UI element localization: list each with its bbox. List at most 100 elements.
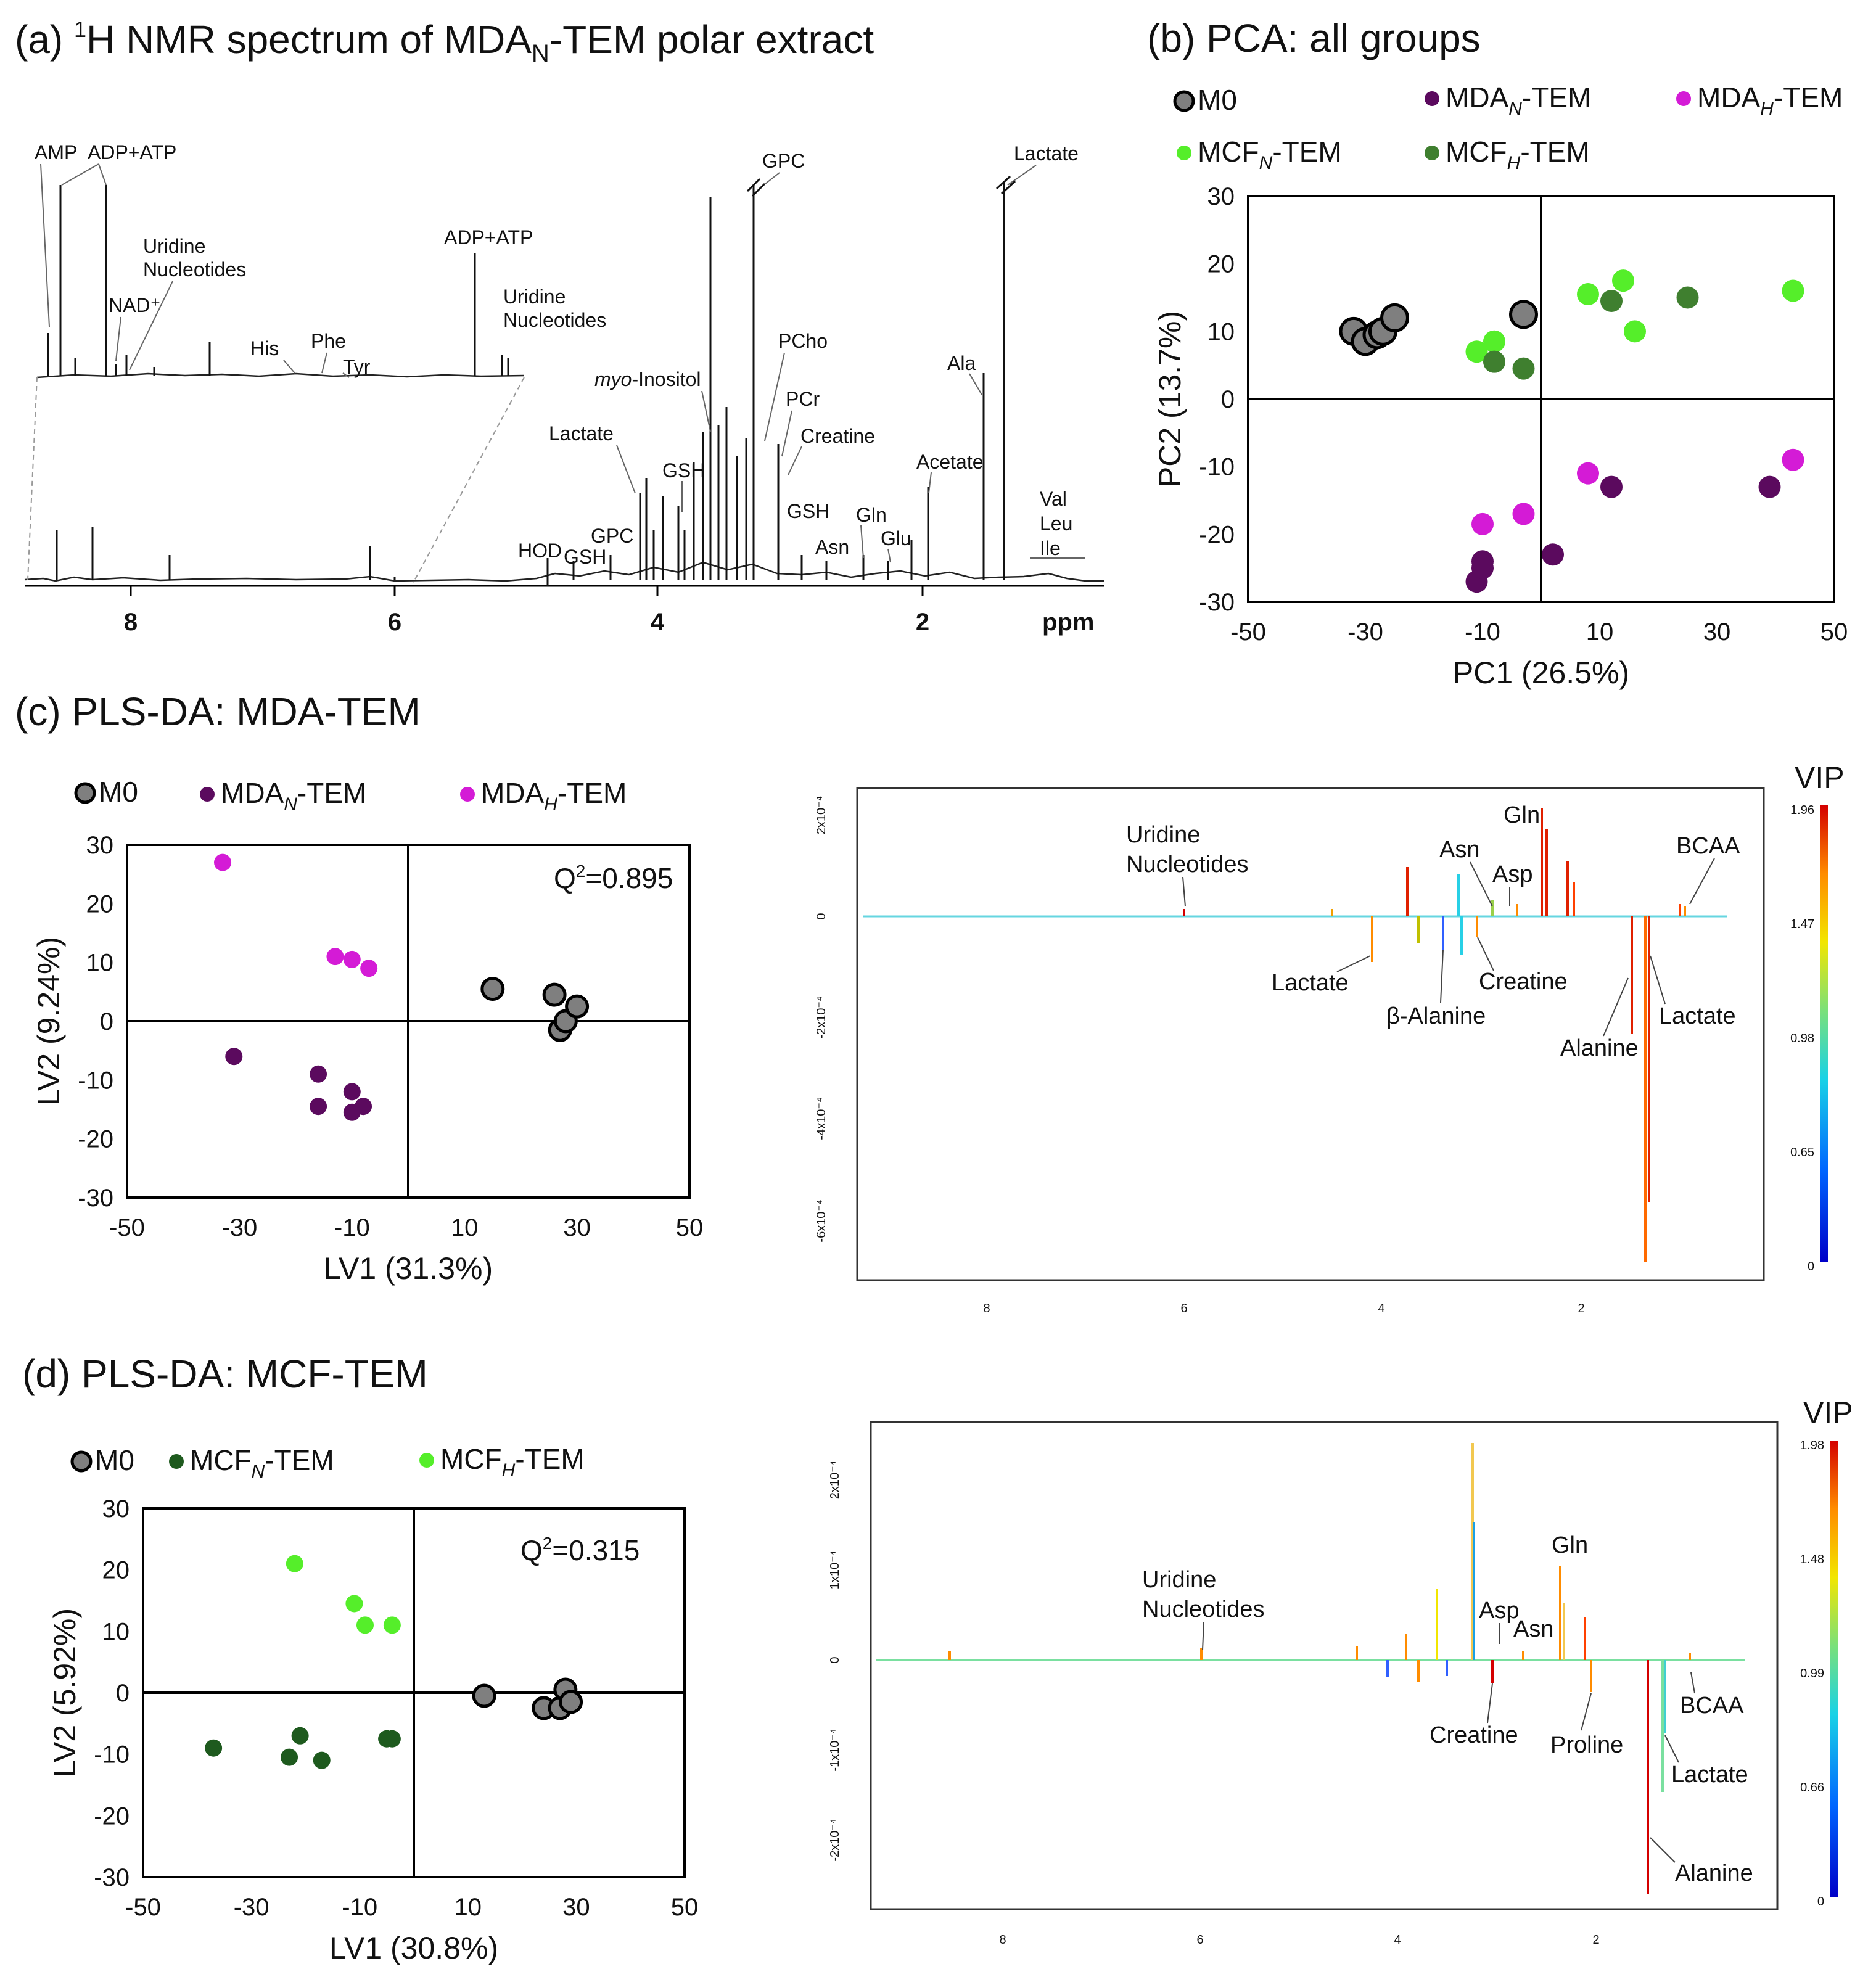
plsda_mcf-point-mcf-h-tem (345, 1595, 363, 1613)
panel-d-title: (d) PLS-DA: MCF-TEM (22, 1352, 428, 1396)
plsda_mcf-point-mcf-h-tem (383, 1616, 401, 1634)
plsda_mcf-y-tick-label: 20 (102, 1557, 130, 1584)
nmr-x-unit: ppm (1042, 609, 1094, 636)
pca-x-axis-label: PC1 (26.5%) (1453, 656, 1629, 690)
label-myo-inositol: myo-Inositol (594, 368, 701, 390)
pca-y-tick-label: -20 (1199, 521, 1235, 548)
plsda_mcf-point-m0 (472, 1683, 496, 1708)
plsda_mcf-x-tick-label: 30 (562, 1894, 590, 1921)
plsda_mcf-point-mcf-h-tem (286, 1555, 303, 1572)
loadings-mcf-y-ticks: 2x10⁻⁴ 1x10⁻⁴ 0 -1x10⁻⁴ -2x10⁻⁴ (828, 1461, 842, 1862)
vip-tick-label: 0 (1808, 1260, 1814, 1273)
legend-marker (460, 787, 475, 802)
plsda_mda-point-mda-h-tem (214, 853, 232, 871)
mcf-label-alanine: Alanine (1675, 1860, 1753, 1886)
label-phe: Phe (311, 330, 346, 352)
plsda_mda-x-axis-label: LV1 (31.3%) (324, 1251, 493, 1286)
legend-marker (1425, 91, 1439, 106)
nmr-inset-peaks (47, 185, 509, 376)
mcf-label-asp: Asp (1479, 1598, 1519, 1624)
loadings-y-tick-label: 2x10⁻⁴ (815, 796, 828, 835)
plsda_mcf-point-mcf-n-tem (281, 1748, 298, 1766)
mcf-label-proline: Proline (1550, 1732, 1623, 1758)
label-adp-atp-2: ADP+ATP (444, 226, 533, 249)
legend-marker (200, 787, 215, 802)
plsda_mcf-y-tick-label: -10 (94, 1741, 130, 1769)
label-pcr: PCr (786, 388, 820, 410)
legend-label: MDAH-TEM (1697, 81, 1843, 119)
label-gpc-low: GPC (591, 525, 633, 547)
mcf-label-creatine: Creatine (1430, 1722, 1518, 1748)
pca-point-mcf-h-tem (1512, 357, 1535, 380)
loadings-mda-y-ticks: 2x10⁻⁴ 0 -2x10⁻⁴ -4x10⁻⁴ -6x10⁻⁴ (815, 796, 828, 1243)
legend-label: MDAH-TEM (481, 777, 627, 815)
label-gsh-2: GSH (787, 500, 829, 522)
panel-a: (a) 1H NMR spectrum of MDAN-TEM polar ex… (15, 17, 1104, 636)
pca-point-mcf-h-tem (1676, 286, 1699, 309)
loadings-y-tick-label: -1x10⁻⁴ (828, 1728, 842, 1771)
label-ile: Ile (1040, 537, 1061, 559)
legend-marker (70, 1450, 93, 1473)
pca-point-mcf-n-tem (1782, 279, 1804, 302)
legend-marker (1173, 90, 1195, 112)
mda-label-bcaa: BCAA (1676, 833, 1740, 859)
pca-y-tick-label: -10 (1199, 454, 1235, 481)
loadings-mda-trace (1183, 808, 1686, 1262)
mcf-label-nucleotides: Nucleotides (1142, 1597, 1265, 1622)
pca-x-tick-label: -10 (1465, 619, 1500, 646)
loadings-mcf-x-ticks: 8 6 4 2 (999, 1933, 1599, 1947)
label-leu: Leu (1040, 512, 1072, 535)
label-nucleotides-2: Nucleotides (503, 309, 606, 331)
plsda_mda-point-mda-n-tem (310, 1065, 327, 1083)
pca-point-mcf-h-tem (1600, 289, 1623, 312)
label-gsh-3: GSH (564, 546, 606, 568)
nmr-x-ticks: 8 6 4 2 (124, 586, 929, 636)
vip-tick-label: 1.48 (1800, 1553, 1824, 1566)
label-hod: HOD (518, 540, 562, 562)
label-gpc-top: GPC (762, 150, 805, 172)
plsda_mcf-point-mcf-h-tem (356, 1616, 374, 1634)
loadings-x-tick-label: 4 (1378, 1302, 1384, 1315)
pca-y-axis-label: PC2 (13.7%) (1153, 311, 1187, 487)
loadings-y-tick-label: 0 (828, 1656, 842, 1663)
label-uridine-2: Uridine (503, 286, 566, 308)
pca-x-tick-label: 30 (1703, 619, 1731, 646)
plsda_mcf-point-mcf-n-tem (383, 1730, 401, 1748)
label-glu: Glu (881, 527, 911, 549)
mda-label-b-alanine: β-Alanine (1386, 1003, 1486, 1029)
plsda_mda-x-tick-label: -10 (334, 1214, 370, 1241)
plsda_mcf-y-tick-label: 0 (116, 1680, 130, 1707)
pca-point-mda-h-tem (1512, 503, 1535, 525)
loadings-y-tick-label: -2x10⁻⁴ (815, 996, 828, 1038)
legend-label: M0 (99, 776, 138, 808)
legend-label: MCFH-TEM (440, 1443, 585, 1481)
panel-a-title: (a) 1H NMR spectrum of MDAN-TEM polar ex… (15, 17, 874, 67)
plsda_mda-y-tick-label: 30 (86, 832, 114, 859)
plsda_mda-point-m0 (542, 982, 567, 1007)
nmr-x-tick-label: 4 (651, 609, 665, 636)
vip-tick-label: 0.98 (1790, 1032, 1814, 1045)
vip-tick-label: 0.66 (1800, 1781, 1824, 1794)
label-amp: AMP (35, 141, 77, 163)
legend-label: MDAN-TEM (1446, 81, 1591, 119)
loadings-mda-frame (856, 787, 1765, 1281)
loadings-x-tick-label: 4 (1394, 1933, 1401, 1947)
plsda_mcf-point-mcf-n-tem (205, 1739, 223, 1757)
label-gln: Gln (856, 504, 887, 526)
plsda_mda-point-m0 (480, 977, 505, 1001)
plsda_mda-x-tick-label: -30 (221, 1214, 257, 1241)
plsda_mcf-x-tick-label: 50 (671, 1894, 699, 1921)
nmr-x-tick-label: 2 (916, 609, 929, 636)
plsda-mcf-legend: M0 MCFN-TEM MCFH-TEM (70, 1443, 585, 1482)
loadings-mcf-frame (870, 1421, 1779, 1910)
plsda-mcf-q2: Q2=0.315 (520, 1534, 640, 1566)
plsda_mda-point-mda-h-tem (343, 950, 361, 968)
loadings-y-tick-label: 1x10⁻⁴ (828, 1551, 842, 1590)
label-lactate-top: Lactate (1014, 142, 1079, 165)
pca-point-mcf-n-tem (1483, 330, 1505, 353)
inset-zoom-line-left (27, 377, 38, 580)
plsda_mda-x-tick-label: 30 (563, 1214, 591, 1241)
loadings-x-tick-label: 6 (1196, 1933, 1203, 1947)
loadings-y-tick-label: 2x10⁻⁴ (828, 1461, 842, 1500)
plsda_mcf-x-tick-label: -30 (234, 1894, 269, 1921)
